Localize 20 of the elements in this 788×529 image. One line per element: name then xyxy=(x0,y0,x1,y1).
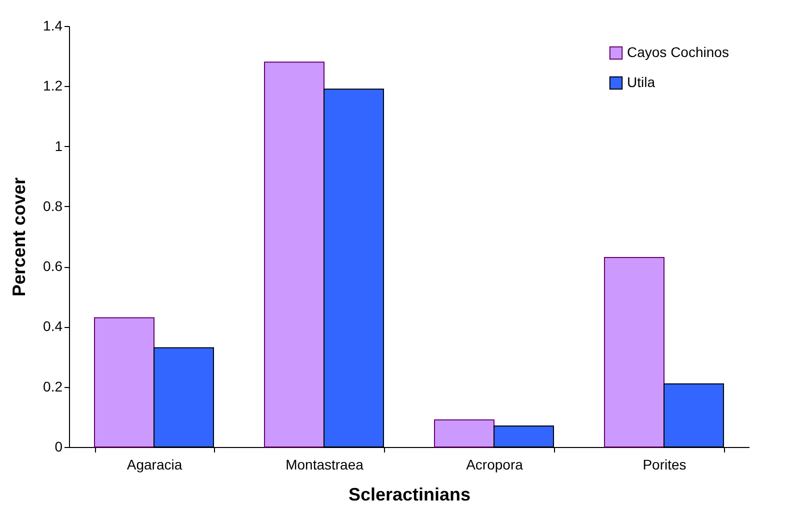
y-tick-label: 0.8 xyxy=(43,198,63,214)
bar xyxy=(434,419,494,448)
y-tick-label: 0 xyxy=(54,438,63,454)
bar xyxy=(94,317,154,448)
legend-label: Cayos Cochinos xyxy=(627,44,729,60)
x-tick-label: Montastraea xyxy=(286,456,364,472)
x-tick-label: Agaracia xyxy=(126,456,182,472)
y-tick-label: 0.6 xyxy=(43,258,63,274)
y-tick-label: 1.2 xyxy=(43,78,63,94)
y-tick-label: 0.2 xyxy=(43,378,63,394)
y-tick-label: 0.4 xyxy=(43,318,63,334)
bar xyxy=(604,257,664,448)
bar xyxy=(264,62,324,448)
y-axis-title: Percent cover xyxy=(9,177,30,297)
x-tick-label: Porites xyxy=(642,456,686,472)
legend-label: Utila xyxy=(627,74,656,90)
x-axis-title: Scleractinians xyxy=(348,484,471,504)
x-tick-label: Acropora xyxy=(466,456,524,472)
y-tick-label: 1 xyxy=(54,138,63,154)
y-tick-label: 1.4 xyxy=(43,18,63,34)
